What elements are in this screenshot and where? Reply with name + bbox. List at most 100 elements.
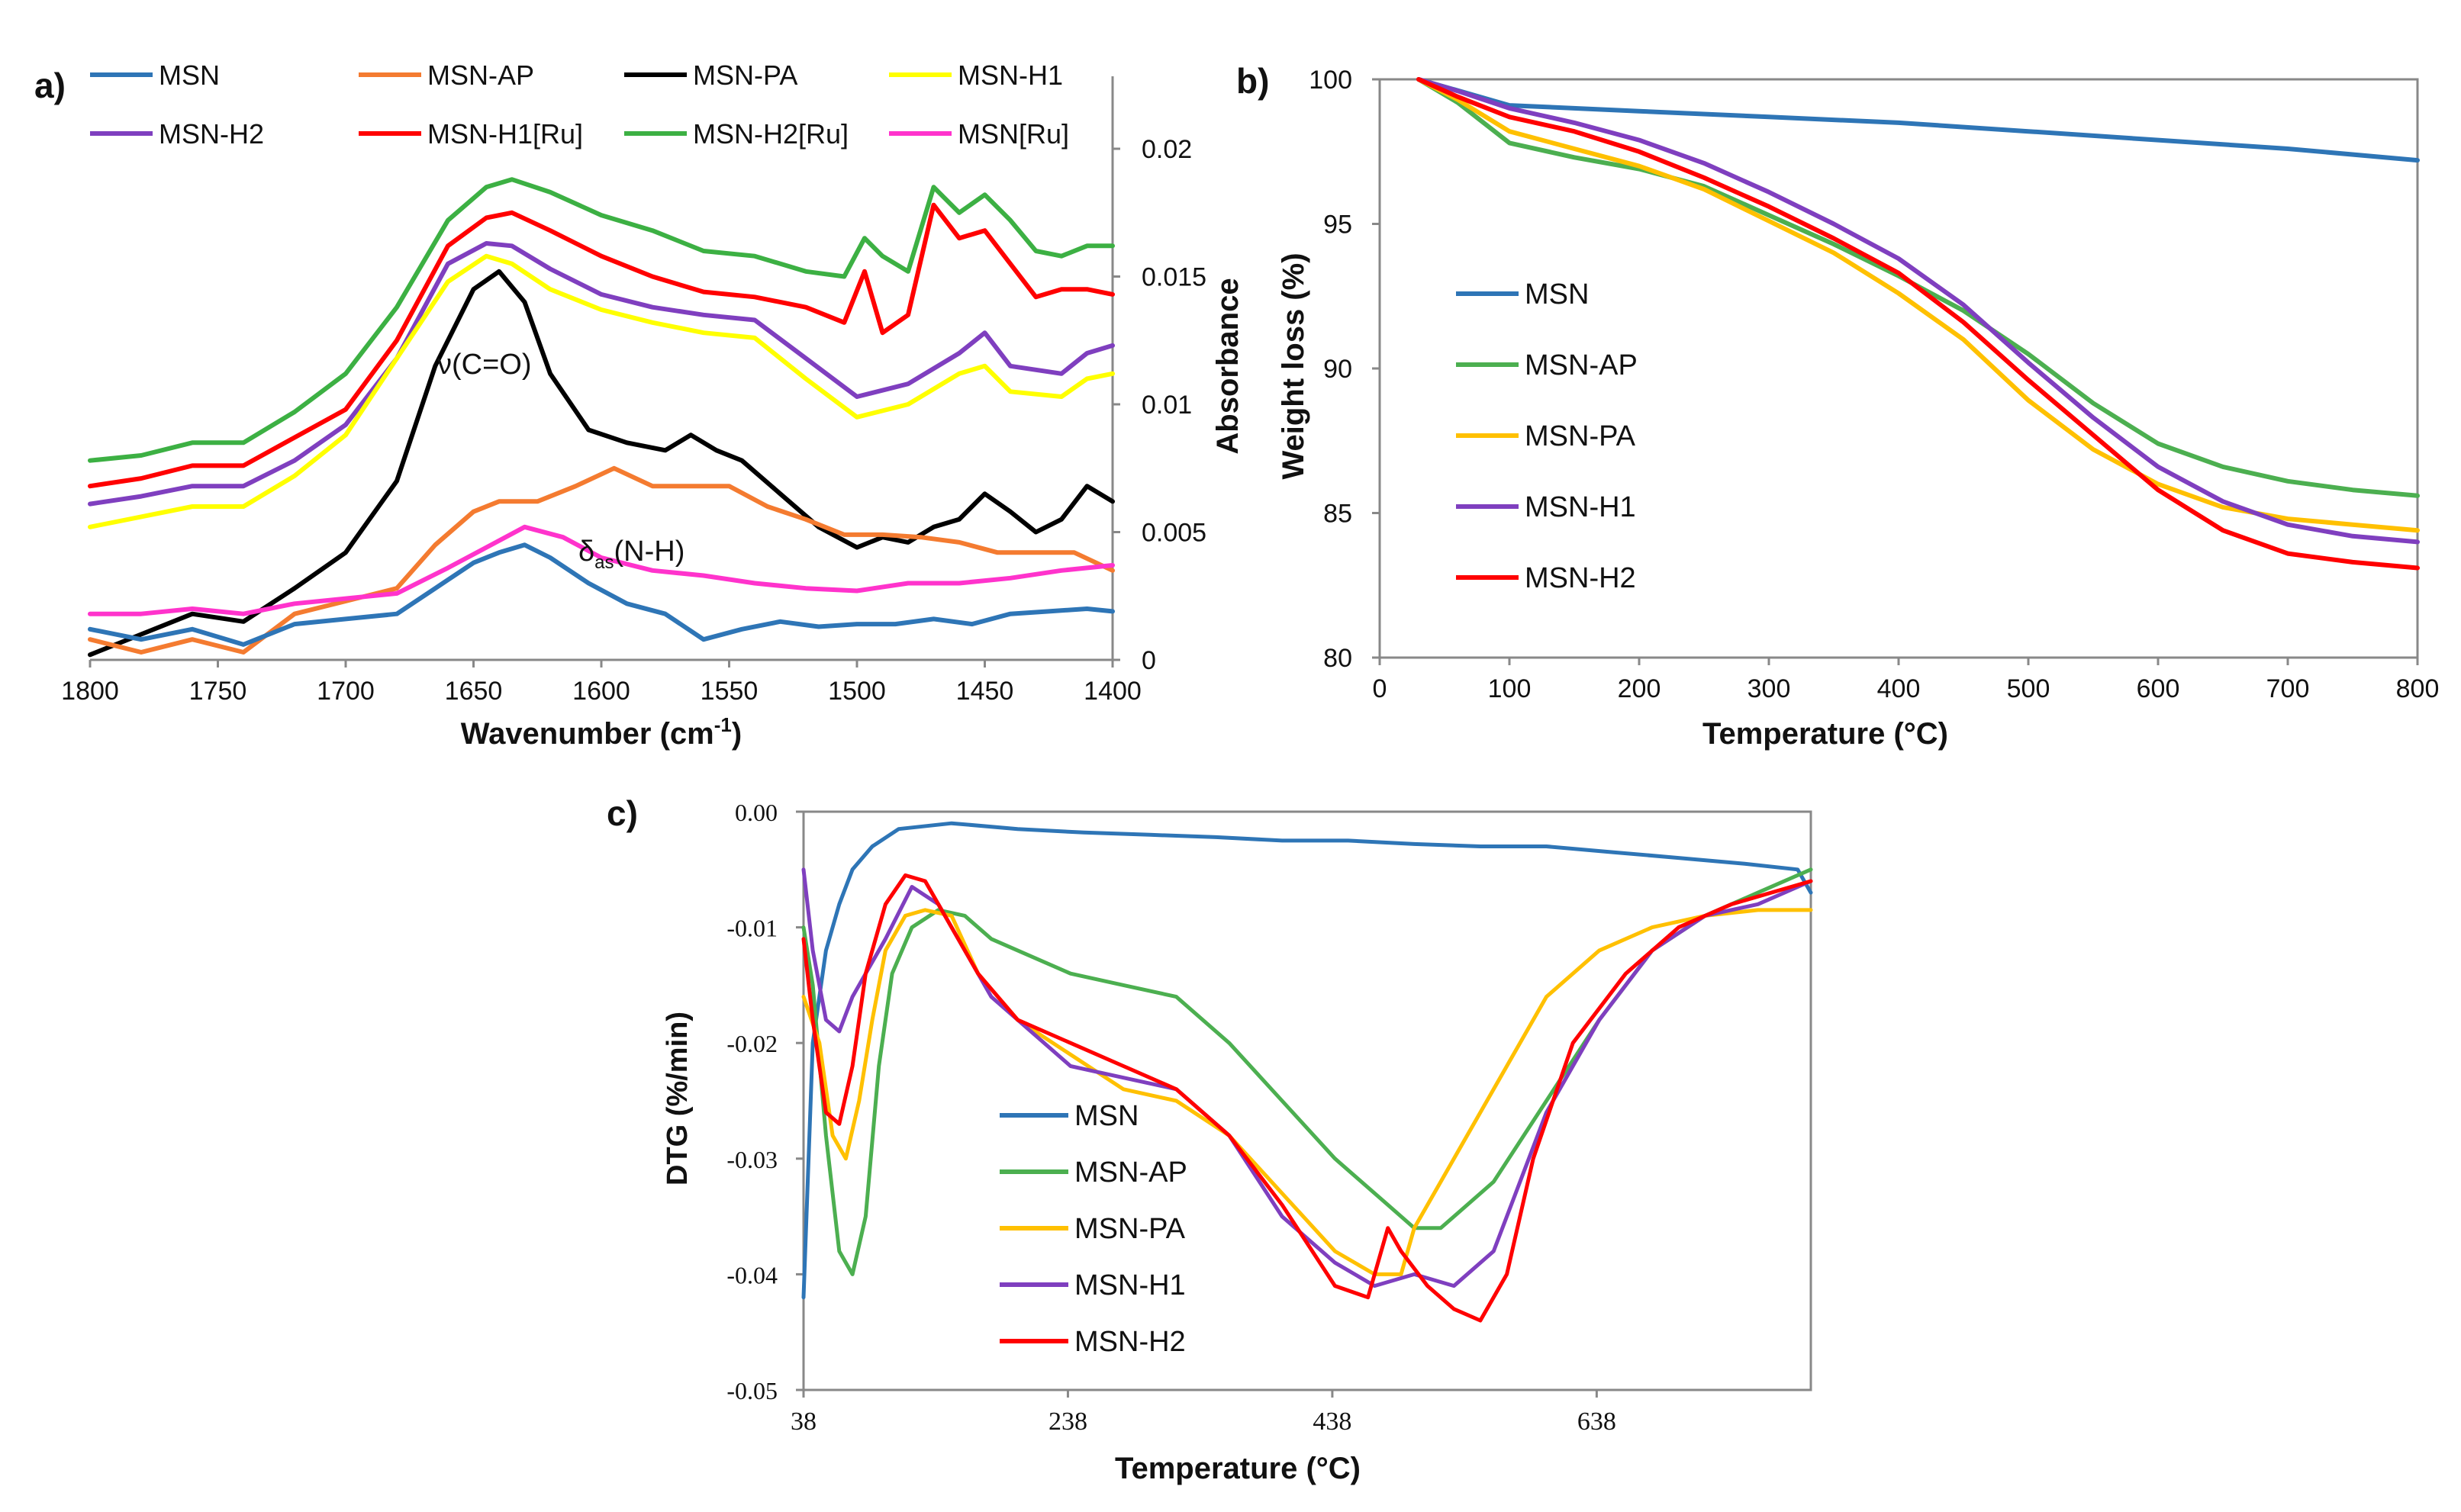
legend-label-msn-h2-ru: MSN-H2[Ru] (693, 118, 849, 150)
x-tick-label: 1450 (956, 677, 1014, 706)
y-tick-label: 0 (1142, 646, 1156, 675)
x-tick-label: 238 (1049, 1407, 1087, 1436)
series-line-msn (1416, 77, 2420, 163)
panel-b-y-label: Weight loss (%) (1277, 253, 1310, 479)
y-tick-label: 85 (1323, 500, 1352, 529)
panel-a-x-ticks: 1800 1750 1700 1650 1600 1550 1500 1450 1400 (61, 660, 1142, 706)
y-tick-label: -0.04 (726, 1261, 778, 1288)
panel-b-legend: MSN MSN-AP MSN-PA MSN-H1 MSN-H2 (1456, 278, 1638, 594)
y-tick-label: -0.02 (726, 1030, 778, 1057)
series-line-msn-h2 (1416, 77, 2420, 571)
legend-label-msn-ru: MSN[Ru] (958, 118, 1069, 150)
x-tick-label: 1800 (61, 677, 119, 706)
x-tick-label: 38 (791, 1407, 817, 1436)
legend-item-msn: MSN (1000, 1100, 1139, 1132)
x-tick-label: 0 (1373, 674, 1387, 703)
x-tick-label: 1400 (1084, 677, 1142, 706)
series-line-msn-h1 (88, 253, 1115, 529)
series-line-msn (801, 821, 1813, 1300)
series-line-msn-pa (88, 269, 1115, 658)
x-tick-label: 600 (2137, 674, 2180, 703)
y-tick-label: 0.00 (735, 799, 778, 826)
x-tick-label: 638 (1577, 1407, 1616, 1436)
legend-label-msn-ap: MSN-AP (427, 60, 534, 91)
legend-item-msn-h1: MSN-H1 (1456, 491, 1636, 523)
y-tick-label: -0.03 (726, 1146, 778, 1173)
y-tick-label: 0.005 (1142, 519, 1206, 548)
legend-label-msn-pa: MSN-PA (1074, 1213, 1186, 1245)
legend-item-msn-pa: MSN-PA (624, 60, 797, 91)
panel-c-label: c) (607, 793, 638, 833)
x-tick-label: 100 (1488, 674, 1532, 703)
panel-b-x-label: Temperature (°C) (1702, 717, 1948, 751)
panel-c-x-label: Temperature (°C) (1115, 1452, 1361, 1485)
x-tick-label: 200 (1618, 674, 1661, 703)
legend-item-msn-pa: MSN-PA (1456, 420, 1636, 452)
panel-c-x-ticks: 38 238 438 638 (791, 1390, 1616, 1436)
panel-a-y-ticks: 0 0.005 0.01 0.015 0.02 (1113, 135, 1206, 675)
legend-item-msn-h2: MSN-H2 (1456, 562, 1636, 594)
panel-c-plot-frame (802, 810, 1812, 1391)
panel-c-y-label: DTG (%/min) (662, 1012, 694, 1185)
panel-a-label: a) (34, 66, 66, 105)
series-line-msn-h2-ru (88, 177, 1115, 463)
legend-item-msn-ap: MSN-AP (1456, 349, 1638, 381)
legend-label-msn-h2: MSN-H2 (1525, 562, 1636, 594)
legend-item-msn-h2-ru: MSN-H2[Ru] (624, 118, 849, 150)
legend-item-msn-ap: MSN-AP (1000, 1157, 1187, 1189)
legend-item-msn-h1: MSN-H1 (1000, 1269, 1186, 1301)
panel-a-legend: MSN MSN-AP MSN-PA MSN-H1 MSN-H2 MSN-H1[R… (90, 60, 1069, 150)
legend-item-msn-h2: MSN-H2 (90, 118, 264, 150)
panel-c-y-ticks: 0.00 -0.01 -0.02 -0.03 -0.04 -0.05 (726, 799, 804, 1404)
panel-a-y-label: Absorbance (1211, 278, 1245, 454)
panel-b-y-ticks: 80 85 90 95 100 (1309, 66, 1380, 673)
series-line-msn-ru (88, 524, 1115, 616)
x-tick-label: 1600 (572, 677, 630, 706)
panel-b-series (1416, 77, 2420, 571)
series-line-msn (88, 542, 1115, 647)
x-tick-label: 1650 (445, 677, 503, 706)
panel-c-series (801, 821, 1813, 1323)
y-tick-label: 0.01 (1142, 391, 1192, 420)
y-tick-label: -0.01 (726, 915, 778, 942)
panel-c-dtg-chart: c) 38 238 438 638 0.00 -0.01 -0.02 -0.03 -0.04 -… (607, 793, 1813, 1485)
series-line-msn-pa (801, 908, 1813, 1276)
legend-item-msn: MSN (1456, 278, 1589, 310)
legend-item-msn-ap: MSN-AP (359, 60, 534, 91)
series-line-msn-h2 (801, 873, 1813, 1323)
legend-label-msn: MSN (159, 60, 220, 91)
x-tick-label: 1500 (828, 677, 886, 706)
x-tick-label: 800 (2396, 674, 2440, 703)
legend-item-msn-h1: MSN-H1 (889, 60, 1063, 91)
panel-a-annotation-nh-bend: δas(N-H) (578, 536, 685, 573)
x-tick-label: 1700 (317, 677, 375, 706)
y-tick-label: 0.015 (1142, 263, 1206, 292)
legend-item-msn-h2: MSN-H2 (1000, 1326, 1186, 1358)
panel-a-x-label: Wavenumber (cm-1) (461, 713, 742, 751)
legend-label-msn-pa: MSN-PA (1525, 420, 1636, 452)
x-tick-label: 500 (2007, 674, 2050, 703)
series-line-msn-h1-ru (88, 202, 1115, 489)
x-tick-label: 300 (1748, 674, 1791, 703)
legend-label-msn-pa: MSN-PA (693, 60, 797, 91)
legend-item-msn: MSN (90, 60, 220, 91)
series-line-msn-ap (1416, 77, 2420, 498)
y-tick-label: 95 (1323, 211, 1352, 240)
legend-label-msn-h1: MSN-H1 (958, 60, 1063, 91)
x-tick-label: 438 (1313, 1407, 1351, 1436)
y-tick-label: 0.02 (1142, 135, 1192, 164)
legend-label-msn: MSN (1525, 278, 1589, 310)
panel-c-legend: MSN MSN-AP MSN-PA MSN-H1 MSN-H2 (1000, 1100, 1187, 1358)
x-tick-label: 1550 (701, 677, 759, 706)
legend-label-msn-h2: MSN-H2 (1074, 1326, 1186, 1358)
legend-label-msn-h2: MSN-H2 (159, 118, 264, 150)
panel-b-tga-chart: b) 0 100 200 300 400 500 600 700 800 80 85 90 95 100… (1236, 61, 2439, 751)
x-tick-label: 700 (2266, 674, 2310, 703)
legend-item-msn-ru: MSN[Ru] (889, 118, 1069, 150)
x-tick-label: 1750 (189, 677, 247, 706)
series-line-msn-ap (88, 465, 1115, 655)
panel-b-label: b) (1236, 61, 1269, 101)
legend-label-msn-ap: MSN-AP (1525, 349, 1638, 381)
x-tick-label: 400 (1877, 674, 1921, 703)
